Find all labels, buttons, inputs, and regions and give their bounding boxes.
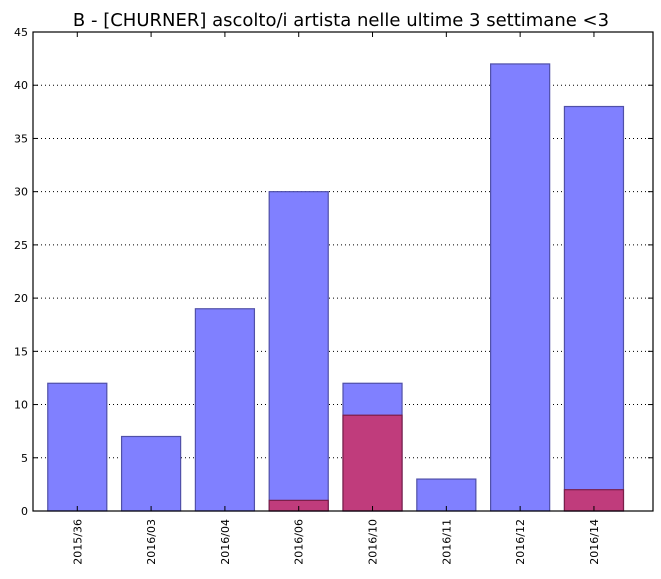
- y-tick-label: 40: [14, 79, 28, 92]
- y-tick-label: 25: [14, 239, 28, 252]
- x-tick-label: 2016/03: [145, 519, 158, 565]
- axis-ticks: 0 5 10 15 20 25 30 35 40 45 2015/36 2016/03 2016/04 2…: [14, 26, 653, 565]
- bar-series-1-2016-14: [563, 105, 625, 512]
- bar-series-2-2016-10: [342, 414, 403, 512]
- y-tick-label: 15: [14, 345, 28, 358]
- x-tick-label: 2016/04: [219, 519, 232, 565]
- y-tick-label: 30: [14, 186, 28, 199]
- y-tick-label: 10: [14, 399, 28, 412]
- bar-series-1-2016-04: [194, 308, 256, 512]
- x-tick-label: 2016/14: [588, 519, 601, 565]
- y-tick-label: 35: [14, 132, 28, 145]
- x-tick-label: 2016/11: [440, 519, 453, 565]
- y-tick-label: 45: [14, 26, 28, 39]
- bar-series-1-2016-06: [268, 191, 329, 512]
- y-tick-label: 5: [21, 452, 28, 465]
- x-tick-label: 2016/06: [293, 519, 306, 565]
- x-tick-label: 2016/12: [514, 519, 527, 565]
- bars: [47, 63, 625, 512]
- plot-area-frame: [32, 31, 654, 512]
- bar-series-1-2015-36: [47, 382, 108, 512]
- y-tick-label: 0: [21, 505, 28, 518]
- y-tick-label: 20: [14, 292, 28, 305]
- bar-series-1-2016-12: [490, 63, 551, 512]
- chart-title: B - [CHURNER] ascolto/i artista nelle ul…: [73, 10, 609, 31]
- x-tick-label: 2016/10: [367, 519, 380, 565]
- x-tick-label: 2015/36: [71, 519, 84, 565]
- bar-series-1-2016-03: [120, 435, 182, 512]
